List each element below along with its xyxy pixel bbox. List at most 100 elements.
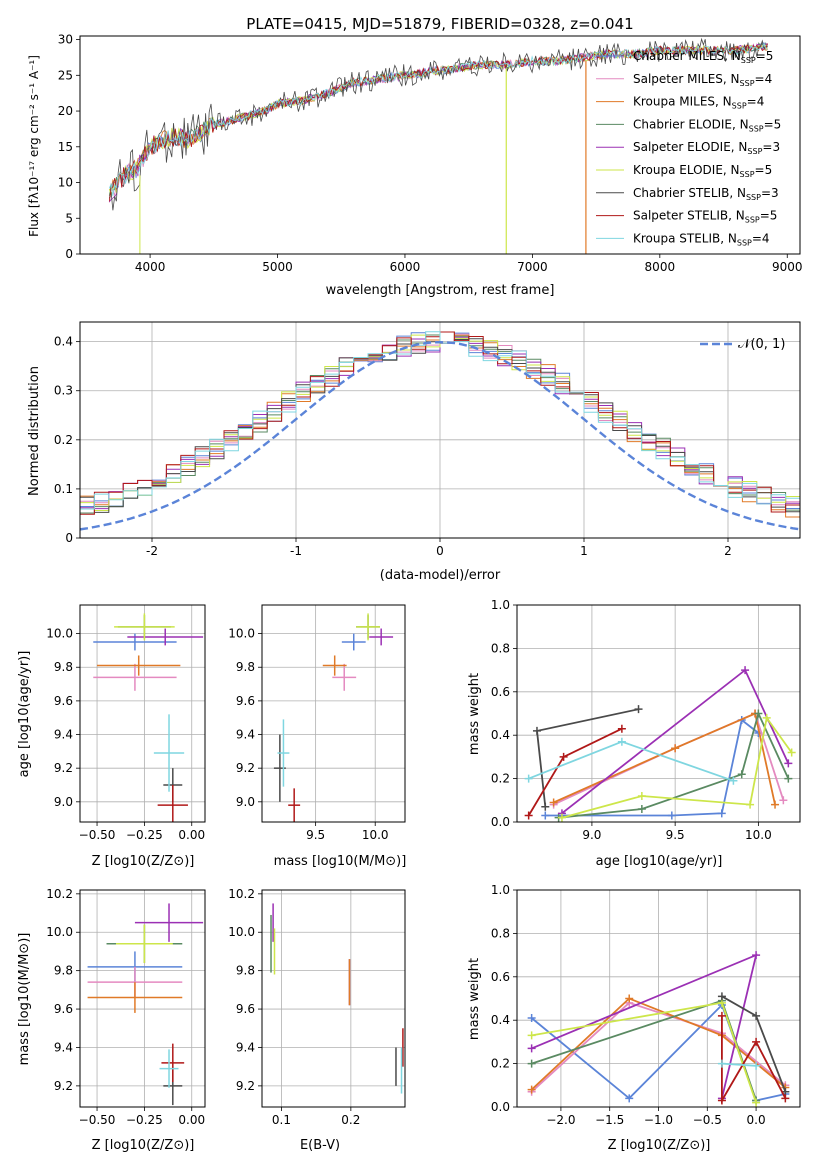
x-tick-label: 0.0 [747,1113,766,1127]
axes-frame [516,604,801,823]
kroupa_miles-weight-marker [527,1085,536,1094]
kroupa_elodie-weight-marker [787,748,796,757]
salpeter_stelib-weight-marker [559,752,568,761]
x-tick-label: 1 [580,544,588,558]
kroupa_miles-legend-label: Kroupa MILES, NSSP=4 [633,95,764,111]
chabrier_stelib-weight-marker [541,802,550,811]
normal-curve [80,340,800,531]
x-tick-label: −2.0 [546,1113,575,1127]
y-tick-label: 1.0 [491,883,510,897]
chabrier_stelib-weight-marker [752,1011,761,1020]
kroupa_stelib-weight-line [528,740,734,782]
y-tick-label: 0.2 [491,1057,510,1071]
chabrier_stelib-weight-marker [634,705,643,714]
spectrum-legend: Chabrier MILES, NSSP=5 Salpeter MILES, NS… [596,49,781,247]
y-tick-label: 0 [65,247,73,261]
y-tick-label: 9.4 [236,1040,255,1054]
x-tick-label: −0.25 [126,1113,163,1127]
mass-ebv-xlabel: E(B-V) [300,1138,340,1153]
weight-z-xlabel: Z [log10(Z/Z⊙)] [608,1138,711,1153]
salpeter_miles-weight-line [553,712,785,806]
kroupa_stelib-weight-marker [524,774,533,783]
x-tick-label: 10.0 [362,828,389,842]
y-tick-label: 20 [58,104,73,118]
kroupa_stelib-weight-marker [729,776,738,785]
chabrier_miles-weight-marker [527,1014,536,1023]
y-tick-label: 9.0 [236,795,255,809]
salpeter_stelib-weight-line [721,1015,787,1104]
weight-age-ylabel: mass weight [467,673,482,755]
salpeter_elodie-weight-marker [527,1044,536,1053]
plot-area [80,322,800,538]
chabrier_stelib-weight-marker [532,726,541,735]
x-tick-label: 10.0 [745,828,772,842]
weight-z-ylabel: mass weight [467,958,482,1040]
axes-frame [79,321,801,539]
kroupa_elodie-weight-marker [637,791,646,800]
y-tick-label: 0.3 [54,384,73,398]
kroupa_stelib-weight-marker [752,1061,761,1070]
salpeter_elodie-weight-marker [752,951,761,960]
x-tick-label: −1.5 [595,1113,624,1127]
x-tick-label: 9.5 [306,828,325,842]
salpeter_stelib-legend-label: Salpeter STELIB, NSSP=5 [633,209,777,225]
x-tick-label: 5000 [262,260,293,274]
y-tick-label: 9.8 [236,964,255,978]
x-tick-label: -1 [290,544,302,558]
chabrier_miles-weight-marker [625,1094,634,1103]
y-tick-label: 10 [58,176,73,190]
salpeter_elodie-weight-marker [784,759,793,768]
salpeter_elodie-residual-hist [80,336,800,510]
y-tick-label: 9.4 [236,728,255,742]
y-tick-label: 9.6 [54,694,73,708]
y-tick-label: 0 [65,531,73,545]
plot-area [517,605,800,822]
kroupa_elodie-weight-marker [746,800,755,809]
spectrum-panel: PLATE=0415, MJD=51879, FIBERID=0328, z=0… [27,15,803,298]
y-tick-label: 9.0 [54,795,73,809]
mass-z-xlabel: Z [log10(Z/Z⊙)] [92,1138,195,1153]
x-tick-label: 0.00 [178,1113,205,1127]
axes-frame [79,604,206,823]
chabrier_elodie-weight-marker [754,709,763,718]
chabrier_miles-weight-marker [667,811,676,820]
age-z-xlabel: Z [log10(Z/Z⊙)] [92,854,195,869]
salpeter_elodie-legend-label: Salpeter ELODIE, NSSP=3 [633,140,780,156]
y-tick-label: 0.4 [54,335,73,349]
plot-area [80,890,205,1107]
plot-area [262,890,405,1107]
y-tick-label: 9.8 [54,964,73,978]
spectrum-title: PLATE=0415, MJD=51879, FIBERID=0328, z=0… [246,15,633,33]
y-tick-label: 0.6 [491,685,510,699]
kroupa_stelib-residual-hist [80,331,800,510]
x-tick-label: 4000 [135,260,166,274]
chabrier_elodie-legend-label: Chabrier ELODIE, NSSP=5 [633,117,781,133]
y-tick-label: 0.2 [491,772,510,786]
y-tick-label: 9.2 [236,1079,255,1093]
x-tick-label: 9.5 [666,828,685,842]
chabrier_miles-weight-marker [717,809,726,818]
axes-frame [79,35,801,255]
kroupa_stelib-legend-label: Kroupa STELIB, NSSP=4 [633,231,770,247]
kroupa_stelib-weight-marker [717,1059,726,1068]
y-tick-label: 25 [58,68,73,82]
y-tick-label: 0.4 [491,1013,510,1027]
chabrier_stelib-legend-label: Chabrier STELIB, NSSP=3 [633,186,779,202]
mass-z-ylabel: mass [log10(M/M⊙)] [17,933,32,1066]
x-tick-label: 9000 [772,260,803,274]
chabrier_elodie-weight-marker [527,1059,536,1068]
spectrum-xlabel: wavelength [Angstrom, rest frame] [326,283,555,298]
plot-area [80,605,205,822]
y-tick-label: 9.2 [236,761,255,775]
x-tick-label: 0.00 [178,828,205,842]
y-tick-label: 9.6 [236,1002,255,1016]
x-tick-label: 2 [724,544,732,558]
y-tick-label: 0.1 [54,482,73,496]
x-tick-label: −0.50 [79,1113,116,1127]
chabrier_elodie-weight-marker [637,804,646,813]
y-tick-label: 10.2 [228,887,255,901]
y-tick-label: 9.8 [236,660,255,674]
kroupa_elodie-weight-marker [762,713,771,722]
y-tick-label: 0.6 [491,970,510,984]
